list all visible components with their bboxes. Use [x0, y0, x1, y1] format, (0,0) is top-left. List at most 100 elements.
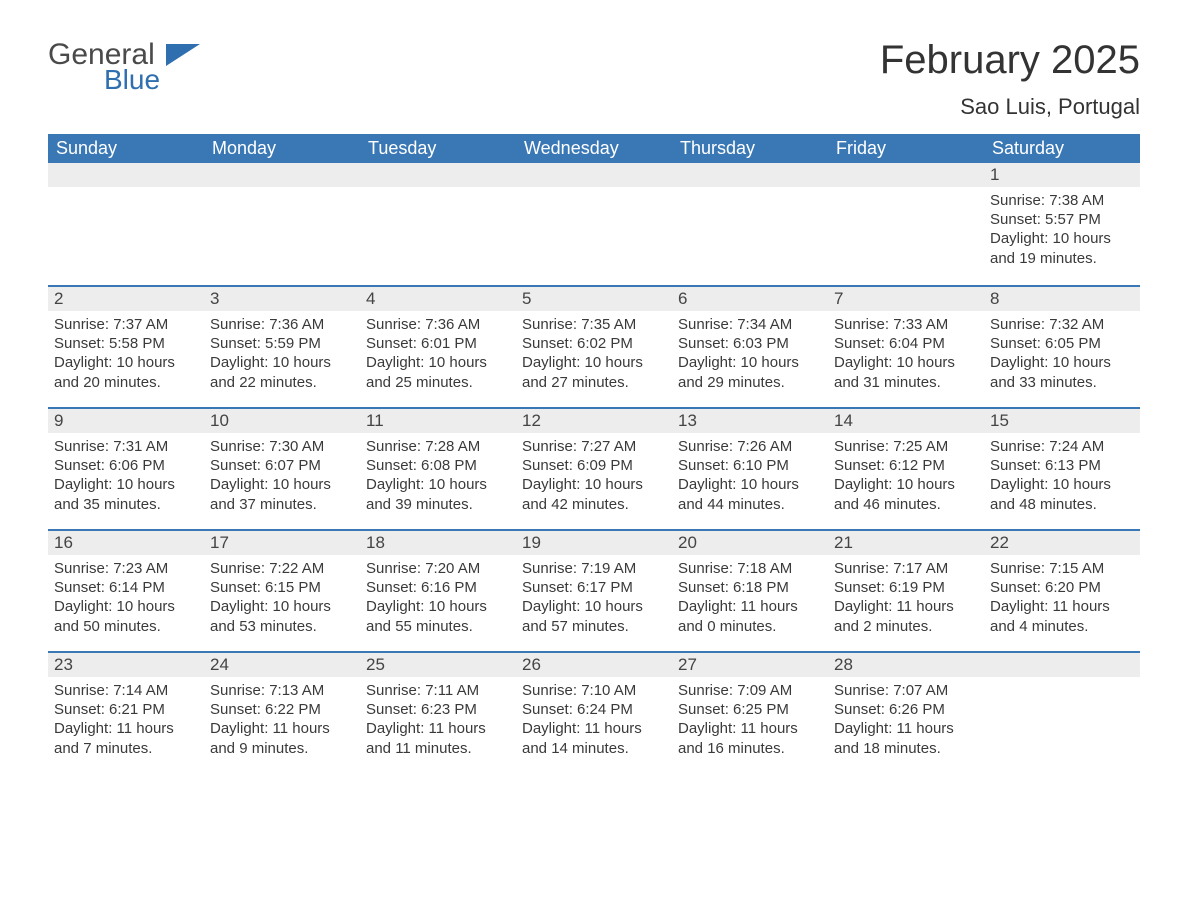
- daylight-text: Daylight: 10 hours and 35 minutes.: [54, 475, 198, 513]
- sunset-text: Sunset: 6:08 PM: [366, 456, 510, 475]
- day-cell: [672, 163, 828, 285]
- day-number: 11: [360, 409, 516, 433]
- day-details: Sunrise: 7:09 AMSunset: 6:25 PMDaylight:…: [678, 681, 822, 758]
- day-details: Sunrise: 7:31 AMSunset: 6:06 PMDaylight:…: [54, 437, 198, 514]
- week-row: 2Sunrise: 7:37 AMSunset: 5:58 PMDaylight…: [48, 285, 1140, 407]
- daylight-text: Daylight: 11 hours and 9 minutes.: [210, 719, 354, 757]
- day-cell: 11 Sunrise: 7:28 AMSunset: 6:08 PMDayligh…: [360, 409, 516, 529]
- day-details: Sunrise: 7:28 AMSunset: 6:08 PMDaylight:…: [366, 437, 510, 514]
- week-row: 23Sunrise: 7:14 AMSunset: 6:21 PMDayligh…: [48, 651, 1140, 773]
- day-details: Sunrise: 7:32 AMSunset: 6:05 PMDaylight:…: [990, 315, 1134, 392]
- day-cell: [360, 163, 516, 285]
- sunset-text: Sunset: 6:14 PM: [54, 578, 198, 597]
- day-cell: 24Sunrise: 7:13 AMSunset: 6:22 PMDayligh…: [204, 653, 360, 773]
- sunset-text: Sunset: 6:07 PM: [210, 456, 354, 475]
- week-row: 1Sunrise: 7:38 AMSunset: 5:57 PMDaylight…: [48, 163, 1140, 285]
- sunset-text: Sunset: 6:10 PM: [678, 456, 822, 475]
- day-details: Sunrise: 7:18 AMSunset: 6:18 PMDaylight:…: [678, 559, 822, 636]
- month-title: February 2025: [880, 40, 1140, 80]
- day-details: Sunrise: 7:19 AMSunset: 6:17 PMDaylight:…: [522, 559, 666, 636]
- daylight-text: Daylight: 10 hours and 50 minutes.: [54, 597, 198, 635]
- sunrise-text: Sunrise: 7:38 AM: [990, 191, 1134, 210]
- day-cell: 14 Sunrise: 7:25 AMSunset: 6:12 PMDayligh…: [828, 409, 984, 529]
- sunset-text: Sunset: 6:01 PM: [366, 334, 510, 353]
- sunrise-text: Sunrise: 7:36 AM: [366, 315, 510, 334]
- day-cell: 27Sunrise: 7:09 AMSunset: 6:25 PMDayligh…: [672, 653, 828, 773]
- sunset-text: Sunset: 6:02 PM: [522, 334, 666, 353]
- day-details: Sunrise: 7:22 AMSunset: 6:15 PMDaylight:…: [210, 559, 354, 636]
- day-details: Sunrise: 7:17 AMSunset: 6:19 PMDaylight:…: [834, 559, 978, 636]
- day-details: Sunrise: 7:07 AMSunset: 6:26 PMDaylight:…: [834, 681, 978, 758]
- day-number: 12: [516, 409, 672, 433]
- sunrise-text: Sunrise: 7:13 AM: [210, 681, 354, 700]
- sunrise-text: Sunrise: 7:22 AM: [210, 559, 354, 578]
- sunset-text: Sunset: 5:57 PM: [990, 210, 1134, 229]
- daylight-text: Daylight: 10 hours and 53 minutes.: [210, 597, 354, 635]
- day-cell: 26Sunrise: 7:10 AMSunset: 6:24 PMDayligh…: [516, 653, 672, 773]
- dow-label: Thursday: [672, 134, 828, 163]
- day-details: Sunrise: 7:38 AMSunset: 5:57 PMDaylight:…: [990, 191, 1134, 268]
- day-cell: 12Sunrise: 7:27 AMSunset: 6:09 PMDayligh…: [516, 409, 672, 529]
- day-details: Sunrise: 7:23 AMSunset: 6:14 PMDaylight:…: [54, 559, 198, 636]
- day-of-week-header: SundayMondayTuesdayWednesdayThursdayFrid…: [48, 134, 1140, 163]
- day-details: Sunrise: 7:25 AMSunset: 6:12 PMDaylight:…: [834, 437, 978, 514]
- day-number: 25: [360, 653, 516, 677]
- daylight-text: Daylight: 10 hours and 37 minutes.: [210, 475, 354, 513]
- day-cell: 8 Sunrise: 7:32 AMSunset: 6:05 PMDaylight…: [984, 287, 1140, 407]
- day-number: 18: [360, 531, 516, 555]
- day-number: 23: [48, 653, 204, 677]
- daylight-text: Daylight: 10 hours and 55 minutes.: [366, 597, 510, 635]
- day-number: 3: [204, 287, 360, 311]
- sunset-text: Sunset: 6:12 PM: [834, 456, 978, 475]
- sunrise-text: Sunrise: 7:19 AM: [522, 559, 666, 578]
- day-cell: 17Sunrise: 7:22 AMSunset: 6:15 PMDayligh…: [204, 531, 360, 651]
- day-cell: 16Sunrise: 7:23 AMSunset: 6:14 PMDayligh…: [48, 531, 204, 651]
- sunset-text: Sunset: 6:03 PM: [678, 334, 822, 353]
- daylight-text: Daylight: 11 hours and 4 minutes.: [990, 597, 1134, 635]
- sunrise-text: Sunrise: 7:36 AM: [210, 315, 354, 334]
- brand-logo: General Blue: [48, 40, 200, 96]
- day-cell: [516, 163, 672, 285]
- daylight-text: Daylight: 10 hours and 46 minutes.: [834, 475, 978, 513]
- day-number: 14: [828, 409, 984, 433]
- day-number: 13: [672, 409, 828, 433]
- day-cell: 6Sunrise: 7:34 AMSunset: 6:03 PMDaylight…: [672, 287, 828, 407]
- daylight-text: Daylight: 11 hours and 16 minutes.: [678, 719, 822, 757]
- sunrise-text: Sunrise: 7:24 AM: [990, 437, 1134, 456]
- daylight-text: Daylight: 11 hours and 14 minutes.: [522, 719, 666, 757]
- sunrise-text: Sunrise: 7:32 AM: [990, 315, 1134, 334]
- day-cell: 25Sunrise: 7:11 AMSunset: 6:23 PMDayligh…: [360, 653, 516, 773]
- daylight-text: Daylight: 11 hours and 2 minutes.: [834, 597, 978, 635]
- sunset-text: Sunset: 6:18 PM: [678, 578, 822, 597]
- day-cell: [828, 163, 984, 285]
- dow-label: Tuesday: [360, 134, 516, 163]
- day-number: 8: [984, 287, 1140, 311]
- day-cell: 18Sunrise: 7:20 AMSunset: 6:16 PMDayligh…: [360, 531, 516, 651]
- sunrise-text: Sunrise: 7:11 AM: [366, 681, 510, 700]
- dow-label: Monday: [204, 134, 360, 163]
- day-number: 2: [48, 287, 204, 311]
- day-details: Sunrise: 7:15 AMSunset: 6:20 PMDaylight:…: [990, 559, 1134, 636]
- week-row: 9Sunrise: 7:31 AMSunset: 6:06 PMDaylight…: [48, 407, 1140, 529]
- daylight-text: Daylight: 10 hours and 20 minutes.: [54, 353, 198, 391]
- day-cell: [204, 163, 360, 285]
- sunrise-text: Sunrise: 7:17 AM: [834, 559, 978, 578]
- sunset-text: Sunset: 5:58 PM: [54, 334, 198, 353]
- day-number: [48, 163, 204, 187]
- day-cell: 7 Sunrise: 7:33 AMSunset: 6:04 PMDaylight…: [828, 287, 984, 407]
- day-details: Sunrise: 7:13 AMSunset: 6:22 PMDaylight:…: [210, 681, 354, 758]
- sunset-text: Sunset: 6:19 PM: [834, 578, 978, 597]
- sunrise-text: Sunrise: 7:30 AM: [210, 437, 354, 456]
- week-row: 16Sunrise: 7:23 AMSunset: 6:14 PMDayligh…: [48, 529, 1140, 651]
- day-details: Sunrise: 7:33 AMSunset: 6:04 PMDaylight:…: [834, 315, 978, 392]
- daylight-text: Daylight: 10 hours and 19 minutes.: [990, 229, 1134, 267]
- sunrise-text: Sunrise: 7:31 AM: [54, 437, 198, 456]
- header: General Blue February 2025 Sao Luis, Por…: [48, 40, 1140, 120]
- day-number: 7: [828, 287, 984, 311]
- daylight-text: Daylight: 10 hours and 25 minutes.: [366, 353, 510, 391]
- sunset-text: Sunset: 6:20 PM: [990, 578, 1134, 597]
- sunset-text: Sunset: 6:17 PM: [522, 578, 666, 597]
- day-cell: 13Sunrise: 7:26 AMSunset: 6:10 PMDayligh…: [672, 409, 828, 529]
- sunrise-text: Sunrise: 7:09 AM: [678, 681, 822, 700]
- day-details: Sunrise: 7:24 AMSunset: 6:13 PMDaylight:…: [990, 437, 1134, 514]
